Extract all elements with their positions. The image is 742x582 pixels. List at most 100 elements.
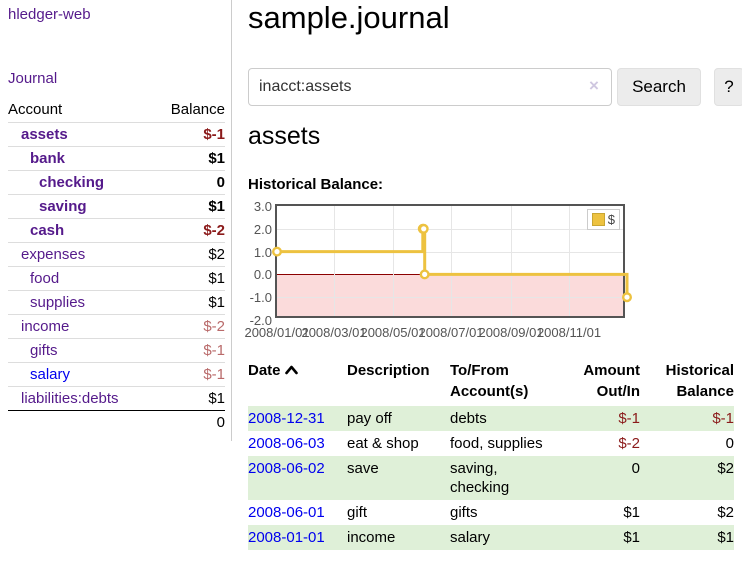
- gridline: [569, 206, 570, 316]
- account-row: bank $1: [8, 146, 225, 170]
- search-input[interactable]: [248, 68, 612, 106]
- account-link-food[interactable]: food: [30, 269, 60, 287]
- account-link-cash[interactable]: cash: [30, 221, 65, 239]
- account-balance: 0: [216, 173, 225, 191]
- transaction-amount: $1: [623, 529, 640, 546]
- transaction-balance: $2: [717, 504, 734, 521]
- account-link-supplies[interactable]: supplies: [30, 293, 86, 311]
- x-tick: 2008/03/01: [301, 325, 367, 340]
- account-row: food $1: [8, 266, 225, 290]
- clear-search-icon[interactable]: ×: [589, 76, 599, 95]
- account-row: income $-2: [8, 314, 225, 338]
- transaction-amount: $1: [623, 504, 640, 521]
- register-row: 2008-06-01 gift gifts $1 $2: [248, 500, 734, 525]
- account-row: assets $-1: [8, 122, 225, 146]
- accounts-header-balance: Balance: [170, 101, 225, 119]
- sidebar: hledger-web Journal Account Balance asse…: [0, 0, 232, 441]
- gridline: [393, 206, 394, 316]
- transaction-description: gift: [347, 504, 368, 521]
- account-row: gifts $-1: [8, 338, 225, 362]
- balance-line-series: [272, 223, 633, 303]
- account-balance: $-1: [203, 125, 225, 143]
- transaction-date-link[interactable]: 2008-06-02: [248, 460, 325, 477]
- register-header-date[interactable]: Date: [248, 358, 347, 406]
- account-balance: $1: [208, 269, 225, 287]
- y-tick: 2.0: [253, 222, 272, 237]
- register-row: 2008-06-02 save saving, checking 0 $2: [248, 456, 734, 500]
- register-row: 2008-12-31 pay off debts $-1 $-1: [248, 406, 734, 431]
- account-balance: $1: [208, 149, 225, 167]
- account-link-saving[interactable]: saving: [39, 197, 87, 215]
- register-table: Date Description To/From Account(s) Amou…: [248, 358, 734, 550]
- main-content: sample.journal × Search ? assets Histori…: [244, 0, 742, 582]
- accounts-table: Account Balance assets $-1 bank $1 check…: [8, 98, 225, 434]
- transaction-accounts: debts: [450, 410, 487, 427]
- transaction-balance: $1: [717, 529, 734, 546]
- x-tick: 2008/05/01: [360, 325, 426, 340]
- accounts-total-row: 0: [8, 410, 225, 434]
- transaction-balance: $2: [717, 460, 734, 477]
- account-link-bank[interactable]: bank: [30, 149, 66, 167]
- register-header-description: Description: [347, 362, 430, 379]
- transaction-accounts: gifts: [450, 504, 478, 521]
- y-tick: -1.0: [249, 290, 272, 305]
- chart-title: Historical Balance:: [248, 176, 384, 193]
- account-link-gifts[interactable]: gifts: [30, 341, 58, 359]
- transaction-accounts: food, supplies: [450, 435, 543, 452]
- account-link-salary[interactable]: salary: [30, 365, 71, 383]
- register-header-accounts: To/From Account(s): [450, 362, 529, 400]
- gridline: [334, 206, 335, 316]
- gridline: [277, 229, 623, 230]
- sidebar-item-journal[interactable]: Journal: [8, 70, 58, 87]
- transaction-amount: 0: [631, 460, 640, 477]
- sort-ascending-icon: [284, 360, 298, 381]
- legend-label: $: [607, 212, 615, 227]
- historical-balance-chart: 3.0 2.0 1.0 0.0 -1.0 -2.0 $ 2008/01/01 2…: [244, 198, 734, 350]
- account-row: supplies $1: [8, 290, 225, 314]
- account-link-expenses[interactable]: expenses: [21, 245, 86, 263]
- legend-swatch-icon: [591, 213, 605, 226]
- gridline: [277, 297, 623, 298]
- account-link-checking[interactable]: checking: [39, 173, 105, 191]
- help-button[interactable]: ?: [714, 68, 742, 106]
- account-balance: $-1: [203, 341, 225, 359]
- account-balance: $1: [208, 293, 225, 311]
- account-heading: assets: [248, 122, 321, 150]
- transaction-accounts: saving, checking: [450, 460, 510, 496]
- transaction-balance: 0: [725, 435, 734, 452]
- transaction-date-link[interactable]: 2008-06-01: [248, 504, 325, 521]
- transaction-amount: $-1: [618, 410, 640, 427]
- account-link-assets[interactable]: assets: [21, 125, 68, 143]
- register-header-amount: Amount Out/In: [583, 362, 640, 400]
- transaction-date-link[interactable]: 2008-12-31: [248, 410, 325, 427]
- account-row: expenses $2: [8, 242, 225, 266]
- transaction-amount: $-2: [618, 435, 640, 452]
- account-link-liabilities-debts[interactable]: liabilities:debts: [21, 389, 119, 407]
- accounts-total: 0: [216, 413, 225, 431]
- account-link-income[interactable]: income: [21, 317, 70, 335]
- x-tick: 2008/07/01: [418, 325, 484, 340]
- search-button[interactable]: Search: [617, 68, 701, 106]
- account-row: cash $-2: [8, 218, 225, 242]
- search-form: × Search ?: [248, 68, 742, 106]
- transaction-description: pay off: [347, 410, 392, 427]
- transaction-accounts: salary: [450, 529, 491, 546]
- transaction-description: save: [347, 460, 379, 477]
- register-row: 2008-06-03 eat & shop food, supplies $-2…: [248, 431, 734, 456]
- gridline: [451, 206, 452, 316]
- accounts-header-account: Account: [8, 101, 63, 119]
- account-balance: $1: [208, 389, 225, 407]
- account-balance: $-2: [203, 221, 225, 239]
- transaction-date-link[interactable]: 2008-01-01: [248, 529, 325, 546]
- register-row: 2008-01-01 income salary $1 $1: [248, 525, 734, 550]
- account-row: salary $-1: [8, 362, 225, 386]
- app-brand-link[interactable]: hledger-web: [8, 6, 91, 23]
- account-row: checking 0: [8, 170, 225, 194]
- y-tick: 3.0: [253, 199, 272, 214]
- x-tick: 2008/01/01: [244, 325, 310, 340]
- transaction-date-link[interactable]: 2008-06-03: [248, 435, 325, 452]
- y-tick: -2.0: [249, 313, 272, 328]
- account-balance: $-2: [203, 317, 225, 335]
- account-row: saving $1: [8, 194, 225, 218]
- gridline: [277, 252, 623, 253]
